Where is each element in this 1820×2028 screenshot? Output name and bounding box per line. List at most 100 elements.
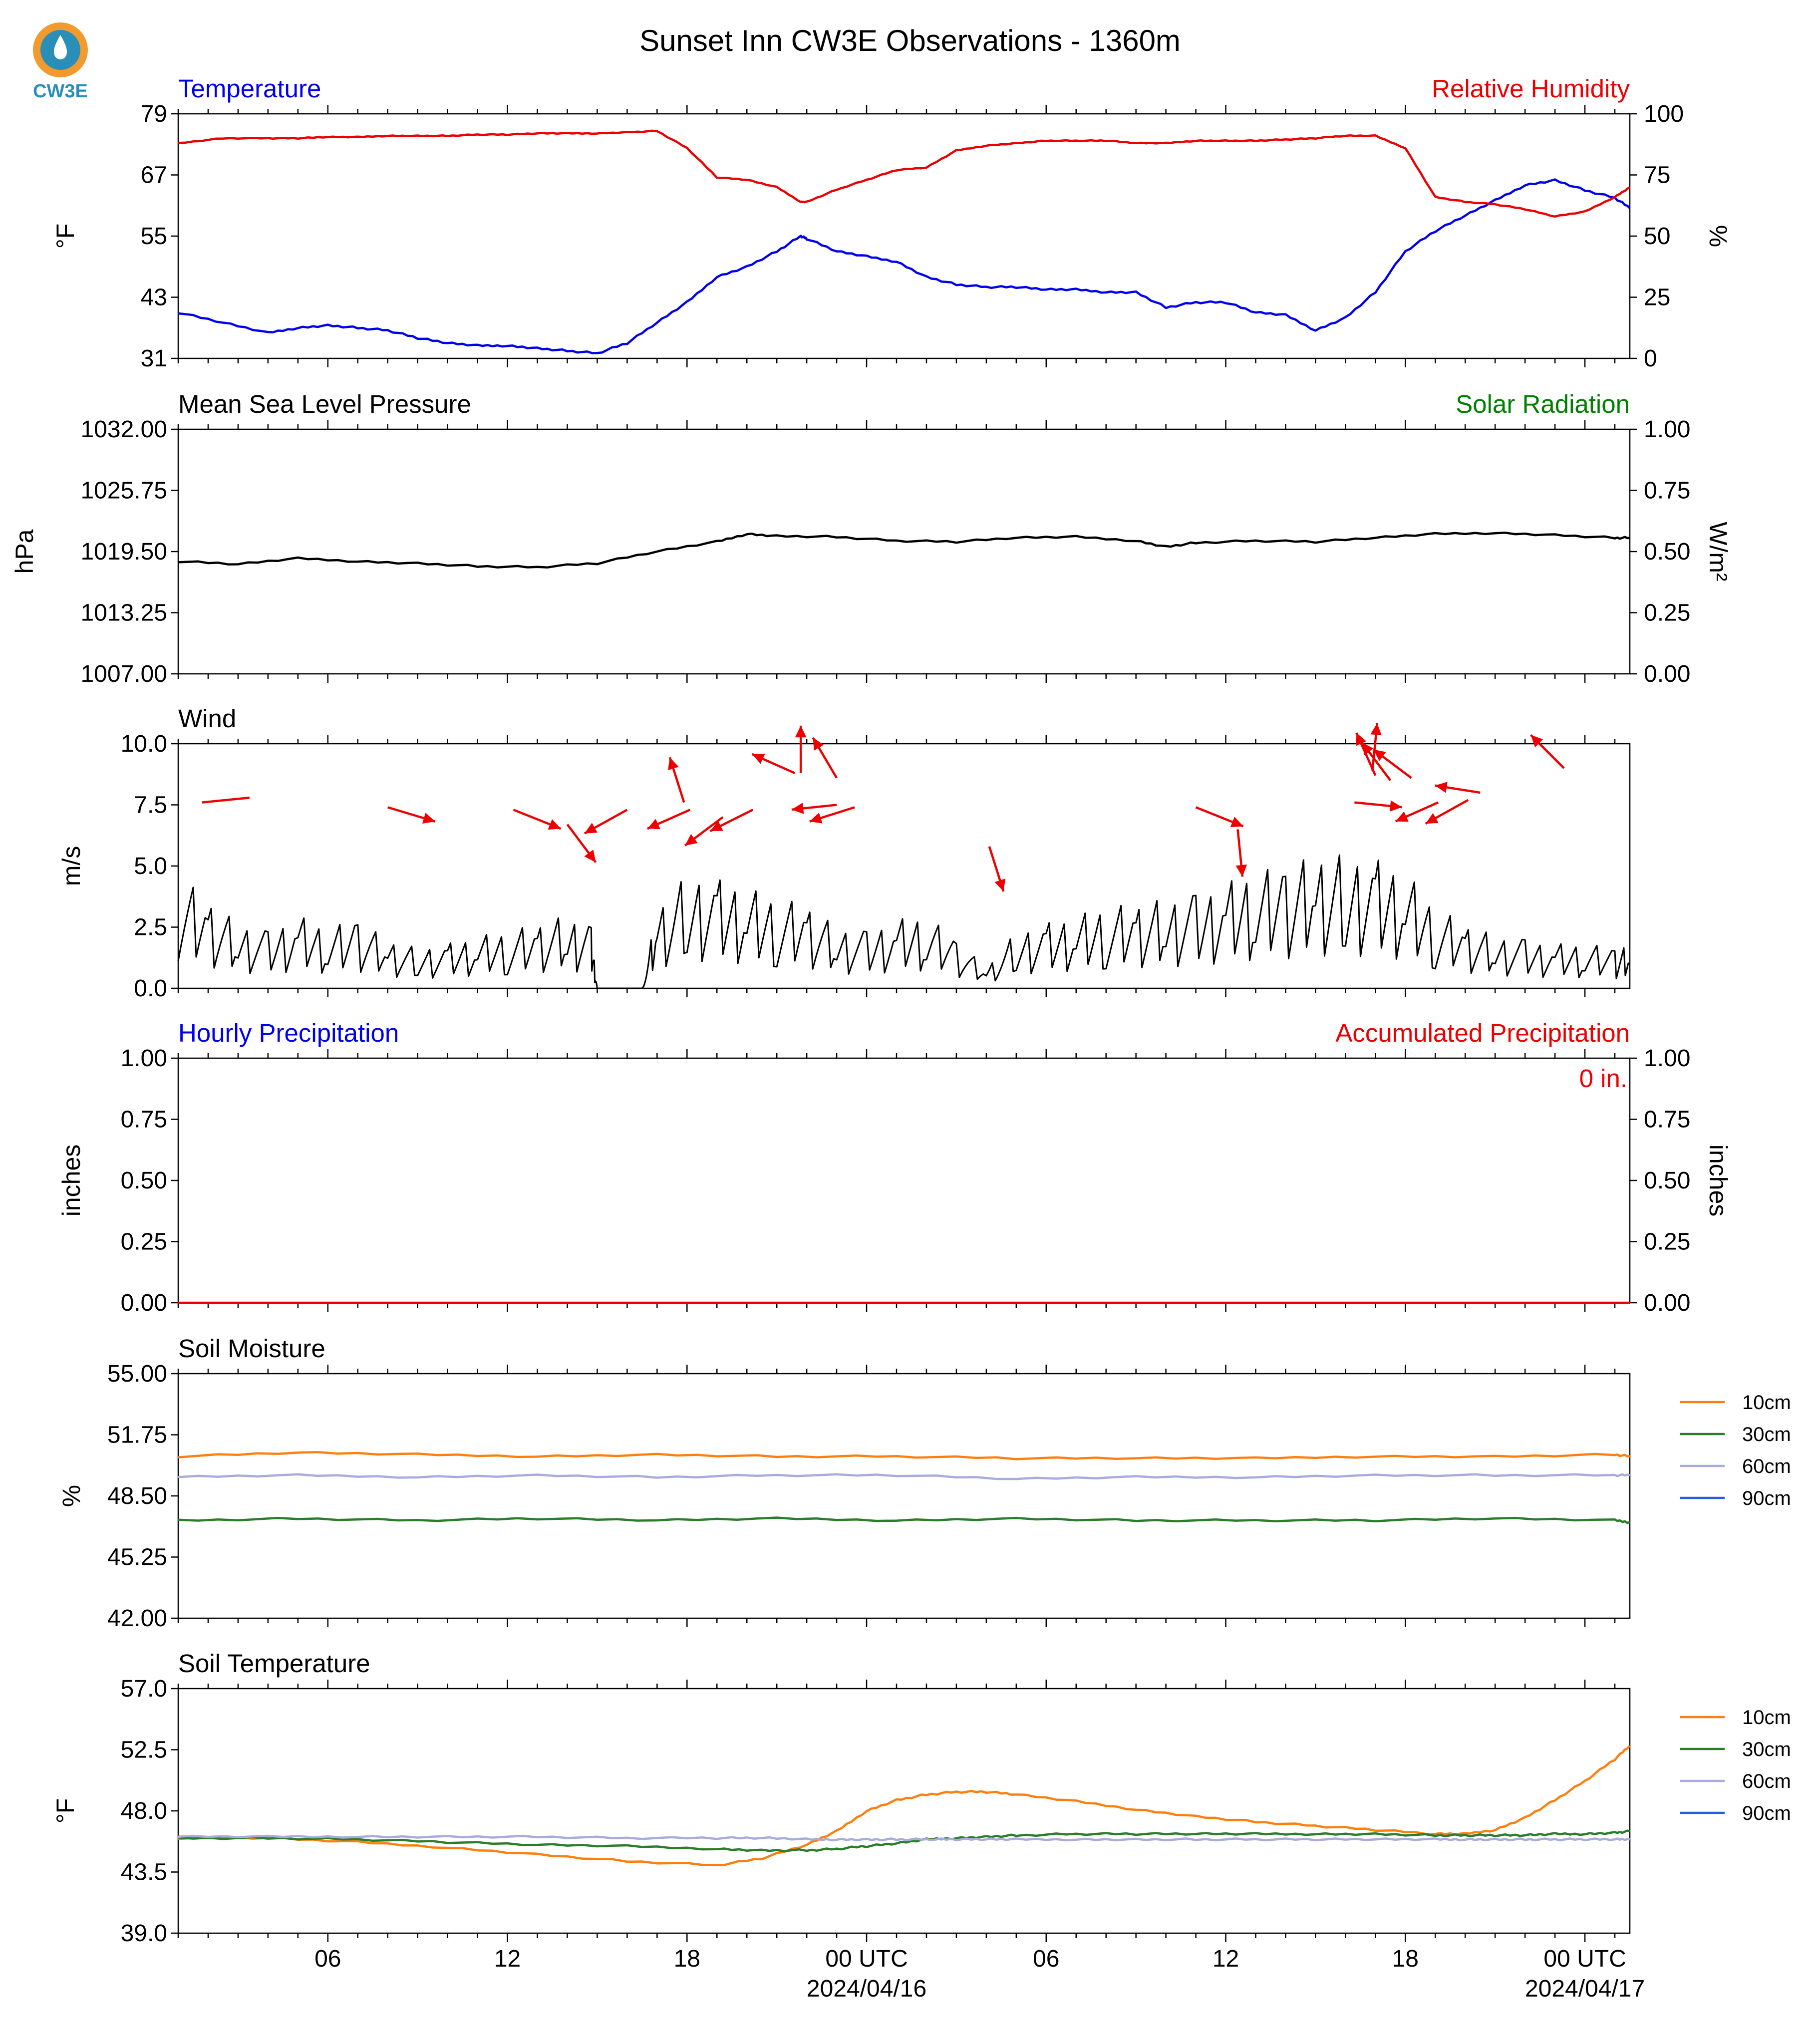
series-line-60cm	[178, 1834, 1630, 1842]
wind-vector-arrow	[684, 816, 724, 847]
wind-vector-head	[994, 878, 1006, 891]
y-tick-label: 0.25	[121, 1229, 167, 1255]
wind-vector-head	[710, 821, 723, 831]
y-tick-label: 0.00	[121, 1290, 167, 1316]
wind-vector-head	[422, 813, 435, 824]
panel-soil-temperature: 57.0 52.5 48.0 43.5 39.0 Soil Temperature °F 10…	[51, 1649, 1791, 1947]
wind-vector-arrow	[387, 806, 436, 824]
y-tick-label: 2.5	[134, 914, 167, 941]
time-axis: 06 12 18 00 UTC 06 12 18 00 UTC 2024/04/16 2024/0…	[314, 1946, 1645, 2002]
accumulation-label: 0 in.	[1579, 1064, 1627, 1093]
x-date-label: 2024/04/17	[1525, 1976, 1645, 2002]
series-line-30cm	[178, 1516, 1630, 1524]
wind-vector-arrow	[566, 824, 597, 864]
y-tick-label: 1.00	[121, 1045, 167, 1072]
panel-title: Mean Sea Level Pressure	[178, 390, 471, 418]
y-right-tick-label: 0.75	[1644, 478, 1690, 504]
y-tick-label: 1019.50	[80, 539, 167, 565]
x-tick-label: 18	[1392, 1946, 1419, 1972]
wind-vector-arrow	[202, 796, 250, 804]
wind-vector-head	[668, 757, 679, 771]
y-tick-label: 1013.25	[80, 600, 167, 626]
y-tick-label: 5.0	[134, 853, 167, 879]
y-right-tick-label: 75	[1644, 162, 1670, 189]
y-right-tick-label: 0.25	[1644, 600, 1690, 626]
wind-vector-head	[813, 737, 824, 751]
y-right-tick-label: 0.75	[1644, 1107, 1690, 1133]
legend-label: 90cm	[1742, 1802, 1791, 1824]
wind-vector-arrow	[1370, 723, 1382, 771]
wind-vector-head	[548, 819, 561, 830]
y-right-axis-label: inches	[1704, 1145, 1732, 1217]
series-line-pressure	[178, 531, 1630, 569]
wind-vector-arrow	[1425, 799, 1469, 825]
y-tick-label: 1007.00	[80, 661, 167, 687]
wind-vector-head	[752, 754, 765, 764]
y-right-tick-label: 50	[1644, 223, 1670, 250]
y-tick-label: 0.0	[134, 975, 167, 1002]
series-line-60cm	[178, 1473, 1630, 1480]
wind-vector-arrow	[988, 846, 1006, 892]
x-tick-label: 12	[1213, 1946, 1239, 1972]
wind-vector-arrow	[1395, 801, 1439, 823]
y-right-tick-label: 1.00	[1644, 1045, 1690, 1072]
y-right-tick-label: 1.00	[1644, 416, 1690, 443]
y-tick-label: 1025.75	[80, 478, 167, 504]
wind-vector-head	[1435, 782, 1448, 793]
wind-vector-head	[1370, 723, 1382, 736]
y-right-tick-label: 0	[1644, 345, 1657, 372]
panel-right-title: Relative Humidity	[1432, 74, 1630, 103]
wind-vector-head	[809, 813, 823, 824]
wind-vector-arrow	[1372, 748, 1412, 779]
y-tick-label: 43.5	[121, 1859, 167, 1886]
wind-vector-arrow	[709, 809, 754, 833]
cw3e-logo: CW3E	[33, 22, 88, 102]
y-tick-label: 0.50	[121, 1167, 167, 1194]
y-right-tick-label: 0.50	[1644, 1167, 1690, 1194]
panel-soil-moisture: 55.00 51.75 48.50 45.25 42.00 Soil Moisture% 1…	[57, 1334, 1791, 1632]
x-tick-label: 00 UTC	[825, 1946, 908, 1972]
legend: 10cm 30cm 60cm 90cm	[1680, 1392, 1791, 1509]
x-date-label: 2024/04/16	[807, 1976, 926, 2002]
panel-right-title: Solar Radiation	[1456, 390, 1630, 418]
legend-label: 30cm	[1742, 1424, 1791, 1446]
legend-label: 10cm	[1742, 1392, 1791, 1414]
panel-title: Hourly Precipitation	[178, 1019, 399, 1047]
series-line-10cm	[178, 1744, 1631, 1866]
series-line-temperature	[178, 178, 1631, 354]
y-tick-label: 55	[141, 223, 167, 250]
wind-vector-arrow	[1529, 734, 1565, 769]
y-axis-label: °F	[51, 1798, 79, 1824]
y-right-tick-label: 100	[1644, 101, 1684, 127]
figure-title: Sunset Inn CW3E Observations - 1360m	[639, 24, 1181, 57]
wind-vector-head	[685, 834, 698, 846]
x-tick-label: 12	[494, 1946, 521, 1972]
legend-label: 30cm	[1742, 1738, 1791, 1760]
plot-frame	[177, 1373, 1631, 1619]
wind-vector-arrow	[668, 757, 685, 803]
y-tick-label: 57.0	[121, 1676, 167, 1702]
legend-label: 60cm	[1742, 1455, 1791, 1477]
y-axis-label: °F	[51, 224, 79, 249]
panel-right-title: Accumulated Precipitation	[1335, 1019, 1630, 1047]
series-line-30cm	[178, 1829, 1630, 1852]
wind-vector-arrow	[1235, 829, 1247, 877]
y-right-axis-label: W/m²	[1704, 522, 1732, 581]
y-right-tick-label: 0.25	[1644, 1229, 1690, 1255]
wind-vector-arrow	[1361, 742, 1392, 781]
y-tick-label: 31	[141, 345, 167, 372]
y-axis-label: inches	[57, 1145, 85, 1217]
plot-frame	[177, 113, 1631, 359]
series-line-relative-humidity	[178, 129, 1631, 218]
y-tick-label: 52.5	[121, 1737, 167, 1763]
plot-frame	[177, 1057, 1631, 1304]
wind-vector-arrow	[1355, 732, 1377, 776]
wind-vector-arrow	[646, 809, 691, 830]
legend-label: 90cm	[1742, 1487, 1791, 1509]
wind-vector-head	[1373, 749, 1386, 761]
wind-vector-head	[647, 819, 660, 830]
panel-title: Temperature	[178, 74, 321, 103]
y-axis-label: m/s	[57, 846, 85, 886]
wind-vector-head	[1235, 865, 1247, 877]
